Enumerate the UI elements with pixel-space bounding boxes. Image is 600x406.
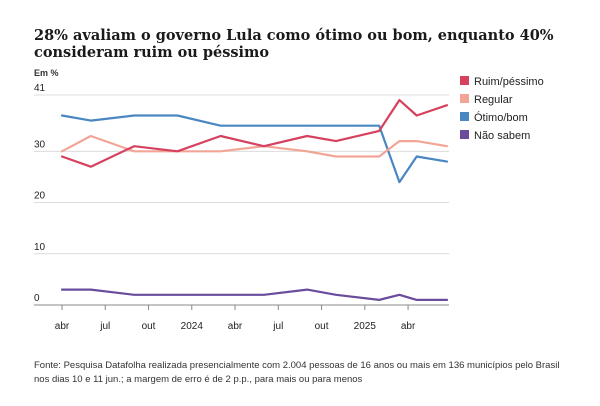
gridlines xyxy=(34,94,449,306)
series-line-3 xyxy=(60,288,449,301)
legend: Ruim/péssimo Regular Ótimo/bom Não sabem xyxy=(460,76,544,142)
x-tick-label: jul xyxy=(99,321,110,332)
series-lines xyxy=(60,98,449,301)
source-note: Fonte: Pesquisa Datafolha realizada pres… xyxy=(34,360,560,385)
x-tick-label: out xyxy=(315,321,329,332)
legend-label: Ótimo/bom xyxy=(474,111,528,124)
x-tick-label: out xyxy=(142,321,156,332)
y-tick-label: 41 xyxy=(34,83,46,94)
legend-swatch xyxy=(460,76,469,85)
x-axis-ticks: abr jul out 2024 abr jul out 2025 abr xyxy=(55,305,416,332)
y-tick-label: 10 xyxy=(34,242,46,253)
y-unit-label: Em % xyxy=(34,68,59,78)
legend-swatch xyxy=(460,130,469,139)
legend-label: Regular xyxy=(474,94,513,106)
x-tick-label: 2025 xyxy=(354,321,377,332)
x-tick-label: abr xyxy=(55,321,70,332)
y-tick-label: 30 xyxy=(34,139,46,150)
x-tick-label: abr xyxy=(228,321,243,332)
series-line-0 xyxy=(60,98,449,168)
legend-swatch xyxy=(460,112,469,121)
y-tick-label: 0 xyxy=(34,293,40,304)
legend-label: Ruim/péssimo xyxy=(474,76,544,88)
chart-title: 28% avaliam o governo Lula como ótimo ou… xyxy=(34,27,554,61)
legend-label: Não sabem xyxy=(474,130,530,142)
y-axis-ticks: 0 10 20 30 41 xyxy=(34,83,46,304)
x-tick-label: jul xyxy=(272,321,283,332)
y-tick-label: 20 xyxy=(34,191,46,202)
series-line-2 xyxy=(60,114,449,184)
x-tick-label: abr xyxy=(401,321,416,332)
legend-swatch xyxy=(460,94,469,103)
x-tick-label: 2024 xyxy=(181,321,204,332)
